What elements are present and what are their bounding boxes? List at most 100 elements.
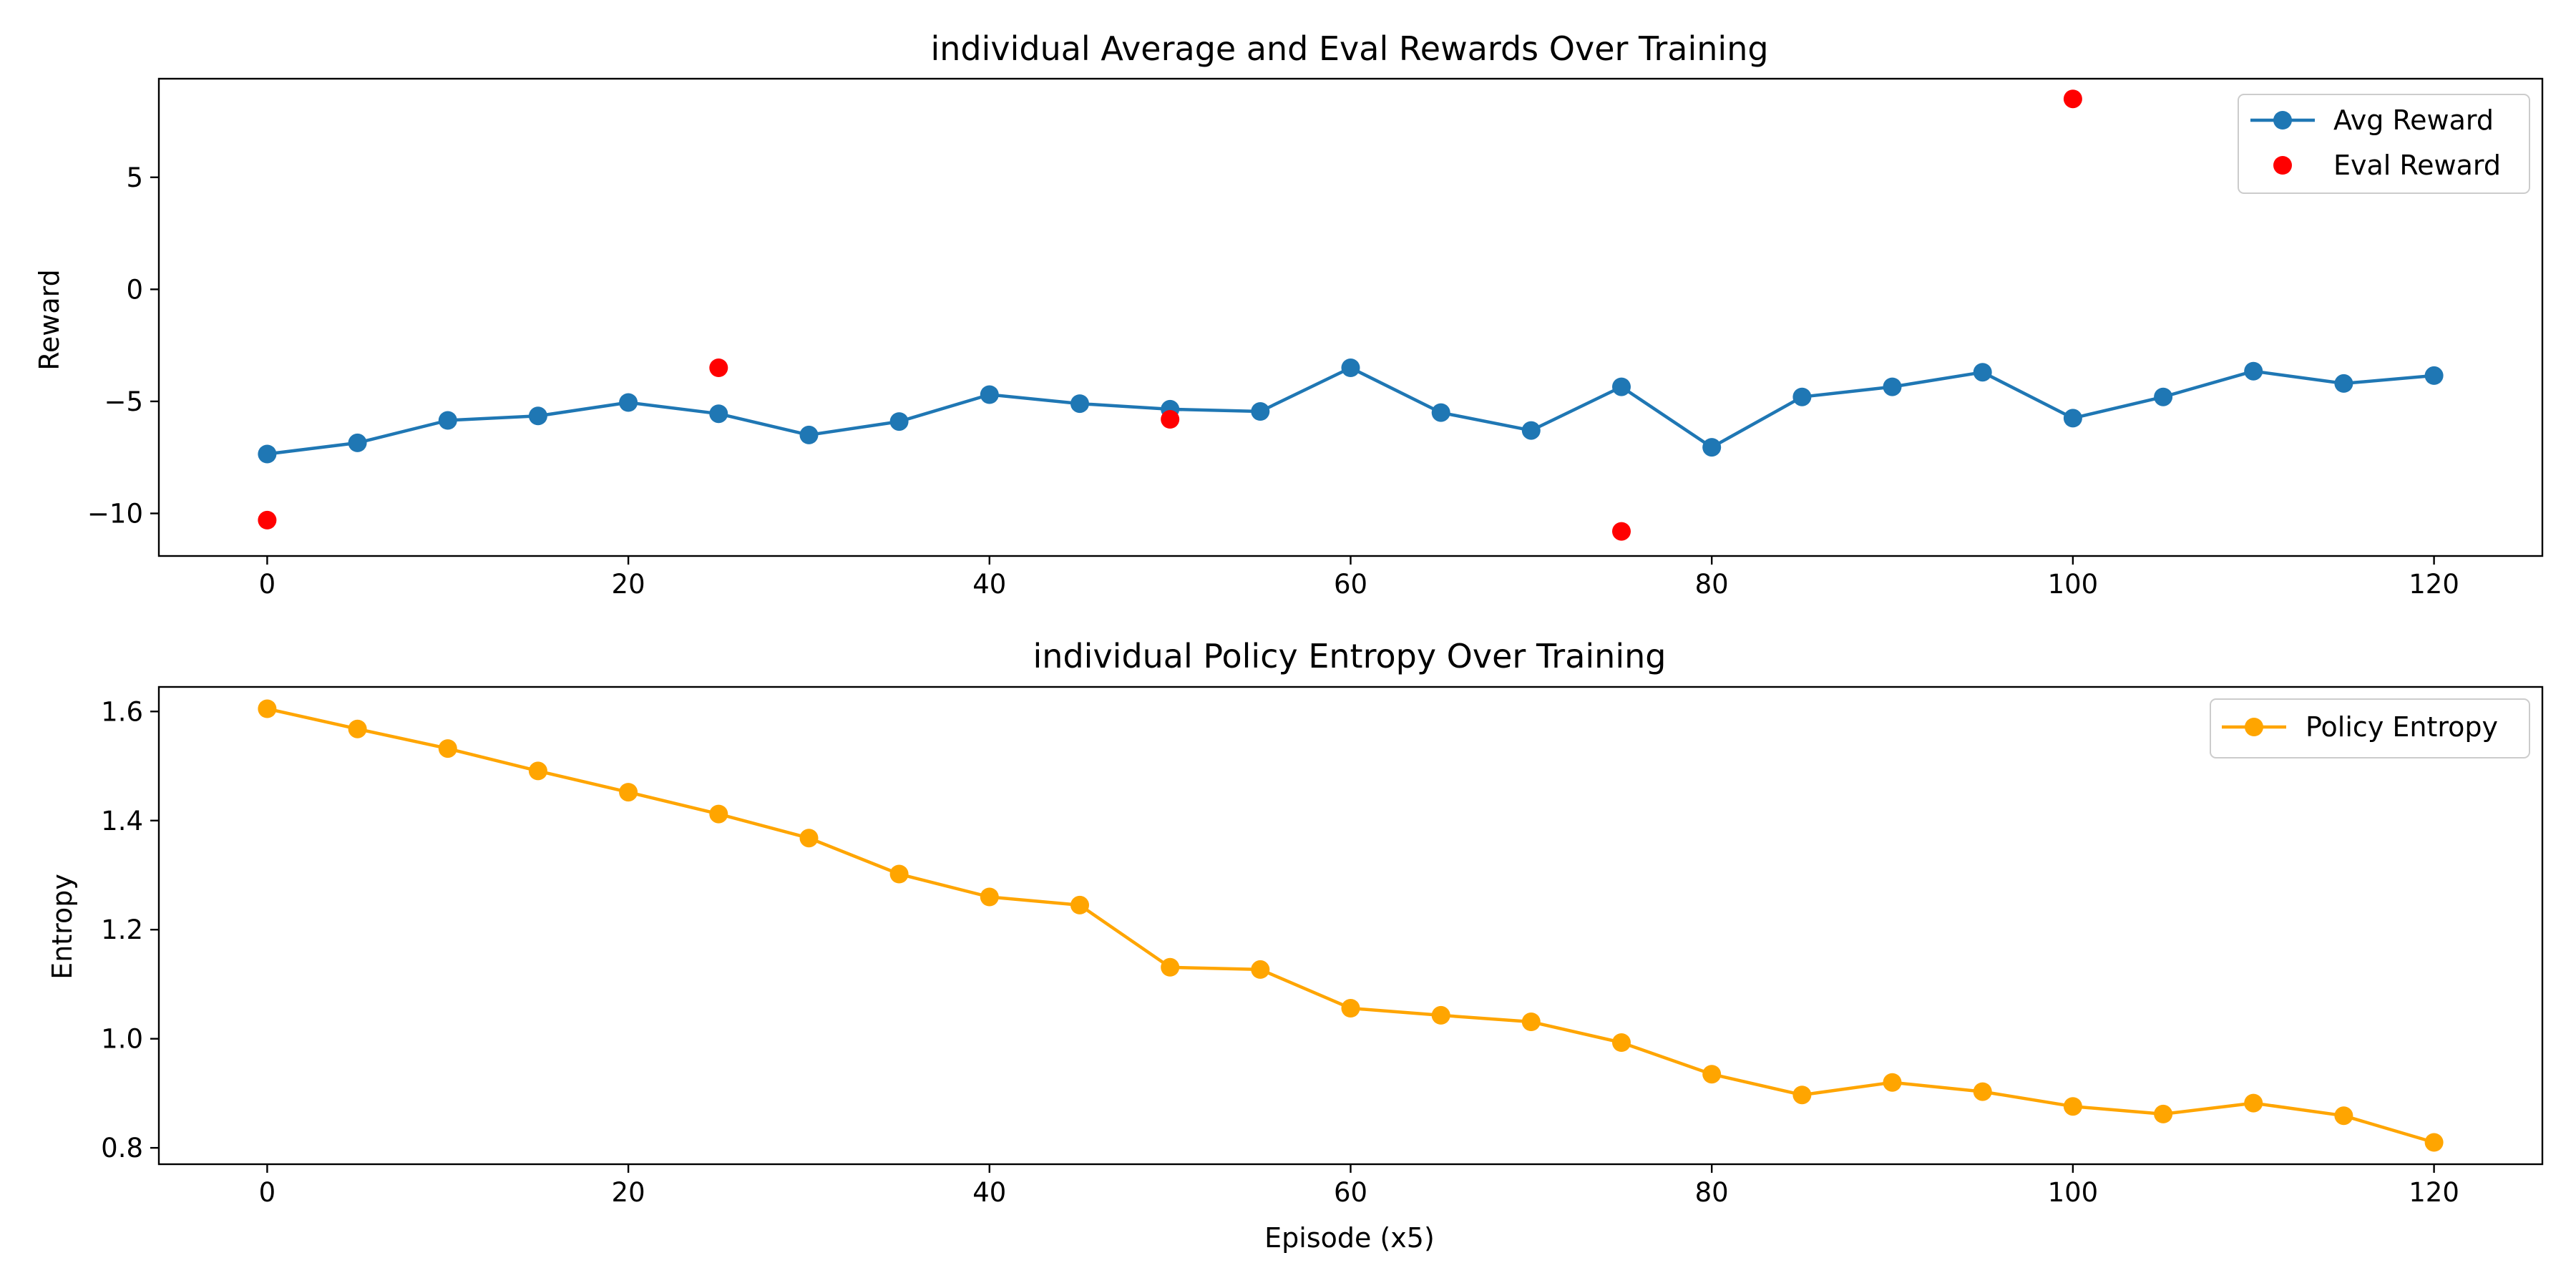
eval-reward-point bbox=[709, 358, 728, 377]
x-tick-label: 80 bbox=[1695, 1177, 1729, 1208]
policy-entropy-point bbox=[258, 699, 277, 718]
policy-entropy-point bbox=[1341, 999, 1360, 1018]
legend-label-policy-entropy: Policy Entropy bbox=[2306, 711, 2498, 743]
policy-entropy-point bbox=[1973, 1082, 1992, 1101]
x-tick-label: 80 bbox=[1695, 569, 1729, 600]
avg-reward-point bbox=[2334, 374, 2353, 393]
entropy-chart: individual Policy Entropy Over Training … bbox=[47, 637, 2544, 1254]
policy-entropy-point bbox=[799, 829, 819, 848]
series-policy-entropy bbox=[258, 699, 2444, 1152]
x-tick-label: 100 bbox=[2048, 1177, 2099, 1208]
avg-reward-point bbox=[528, 406, 547, 426]
eval-reward-point bbox=[2063, 89, 2082, 109]
avg-reward-point bbox=[1792, 387, 1812, 406]
policy-entropy-point bbox=[1883, 1073, 1902, 1092]
y-axis-label: Entropy bbox=[47, 874, 78, 980]
avg-reward-point bbox=[1973, 363, 1992, 382]
x-tick-label: 100 bbox=[2048, 569, 2099, 600]
chart-title: individual Policy Entropy Over Training bbox=[1033, 637, 1667, 675]
policy-entropy-point bbox=[619, 783, 638, 802]
legend: Avg Reward Eval Reward bbox=[2238, 94, 2530, 194]
avg-reward-point bbox=[1251, 402, 1270, 421]
chart-title: individual Average and Eval Rewards Over… bbox=[930, 29, 1768, 68]
x-tick-label: 60 bbox=[1334, 1177, 1367, 1208]
x-tick-label: 20 bbox=[612, 569, 645, 600]
x-axis-ticks: 0 20 40 60 80 100 120 bbox=[259, 1164, 2459, 1208]
eval-reward-point bbox=[258, 510, 277, 530]
avg-reward-point bbox=[889, 412, 909, 431]
policy-entropy-point bbox=[1161, 957, 1180, 977]
policy-entropy-point bbox=[1070, 895, 1089, 914]
legend-box bbox=[2210, 698, 2530, 758]
eval-reward-point bbox=[1161, 410, 1180, 429]
policy-entropy-point bbox=[1251, 960, 1270, 979]
y-tick-label: 1.4 bbox=[101, 806, 143, 836]
avg-reward-point bbox=[1341, 358, 1360, 377]
y-axis-ticks: 0.8 1.0 1.2 1.4 1.6 bbox=[101, 696, 159, 1163]
x-tick-label: 20 bbox=[612, 1177, 645, 1208]
x-tick-label: 40 bbox=[972, 569, 1006, 600]
policy-entropy-point bbox=[980, 887, 999, 907]
policy-entropy-point bbox=[2154, 1104, 2173, 1123]
avg-reward-point bbox=[258, 444, 277, 464]
policy-entropy-point bbox=[1521, 1013, 1541, 1031]
policy-entropy-line bbox=[266, 707, 2435, 1144]
avg-reward-point bbox=[1883, 377, 1902, 396]
avg-reward-point bbox=[1612, 377, 1631, 396]
y-tick-label: −5 bbox=[104, 386, 143, 417]
legend-marker-policy-entropy bbox=[2245, 718, 2263, 736]
avg-reward-point bbox=[980, 385, 999, 404]
policy-entropy-point bbox=[348, 719, 367, 738]
y-tick-label: 1.6 bbox=[101, 696, 143, 727]
avg-reward-point bbox=[2244, 361, 2263, 381]
policy-entropy-point bbox=[1702, 1065, 1722, 1084]
series-eval-reward bbox=[258, 89, 2082, 541]
x-tick-label: 120 bbox=[2409, 569, 2459, 600]
y-axis-ticks: −10 −5 0 5 bbox=[87, 162, 159, 530]
avg-reward-point bbox=[799, 425, 819, 444]
eval-reward-point bbox=[1612, 522, 1631, 541]
y-tick-label: 1.0 bbox=[101, 1024, 143, 1055]
policy-entropy-point bbox=[2424, 1133, 2444, 1152]
avg-reward-point bbox=[2063, 409, 2082, 428]
policy-entropy-point bbox=[528, 761, 547, 781]
avg-reward-line bbox=[267, 366, 2434, 456]
legend: Policy Entropy bbox=[2210, 698, 2530, 758]
policy-entropy-point bbox=[1431, 1005, 1450, 1025]
avg-reward-point bbox=[1521, 421, 1541, 440]
policy-entropy-point bbox=[2063, 1097, 2082, 1116]
y-axis-label: Reward bbox=[34, 269, 65, 371]
x-tick-label: 0 bbox=[259, 569, 276, 600]
policy-entropy-point bbox=[1612, 1033, 1631, 1052]
y-tick-label: 5 bbox=[126, 162, 143, 193]
x-tick-label: 0 bbox=[259, 1177, 276, 1208]
avg-reward-point bbox=[2154, 387, 2173, 406]
policy-entropy-point bbox=[2334, 1106, 2353, 1126]
x-axis-ticks: 0 20 40 60 80 100 120 bbox=[259, 556, 2459, 600]
legend-marker-eval-reward bbox=[2273, 156, 2292, 175]
legend-label-avg-reward: Avg Reward bbox=[2333, 104, 2494, 136]
policy-entropy-point bbox=[1792, 1085, 1812, 1105]
x-tick-label: 60 bbox=[1334, 569, 1367, 600]
y-tick-label: 0.8 bbox=[101, 1133, 143, 1163]
avg-reward-point bbox=[1702, 438, 1722, 457]
avg-reward-point bbox=[348, 433, 367, 452]
avg-reward-point bbox=[438, 411, 457, 430]
policy-entropy-point bbox=[889, 864, 909, 884]
avg-reward-point bbox=[709, 404, 728, 424]
series-avg-reward bbox=[258, 358, 2444, 464]
plot-area-frame bbox=[157, 686, 2544, 1166]
x-axis-label: Episode (x5) bbox=[1264, 1222, 1435, 1254]
x-tick-label: 40 bbox=[972, 1177, 1006, 1208]
avg-reward-point bbox=[2424, 366, 2444, 385]
y-tick-label: 0 bbox=[126, 274, 143, 305]
avg-reward-point bbox=[619, 393, 638, 412]
policy-entropy-point bbox=[438, 739, 457, 758]
policy-entropy-point bbox=[709, 804, 728, 824]
plot-area-frame bbox=[157, 77, 2544, 557]
legend-label-eval-reward: Eval Reward bbox=[2333, 150, 2501, 181]
avg-reward-point bbox=[1431, 403, 1450, 422]
policy-entropy-point bbox=[2244, 1093, 2263, 1113]
y-tick-label: −10 bbox=[87, 499, 143, 530]
